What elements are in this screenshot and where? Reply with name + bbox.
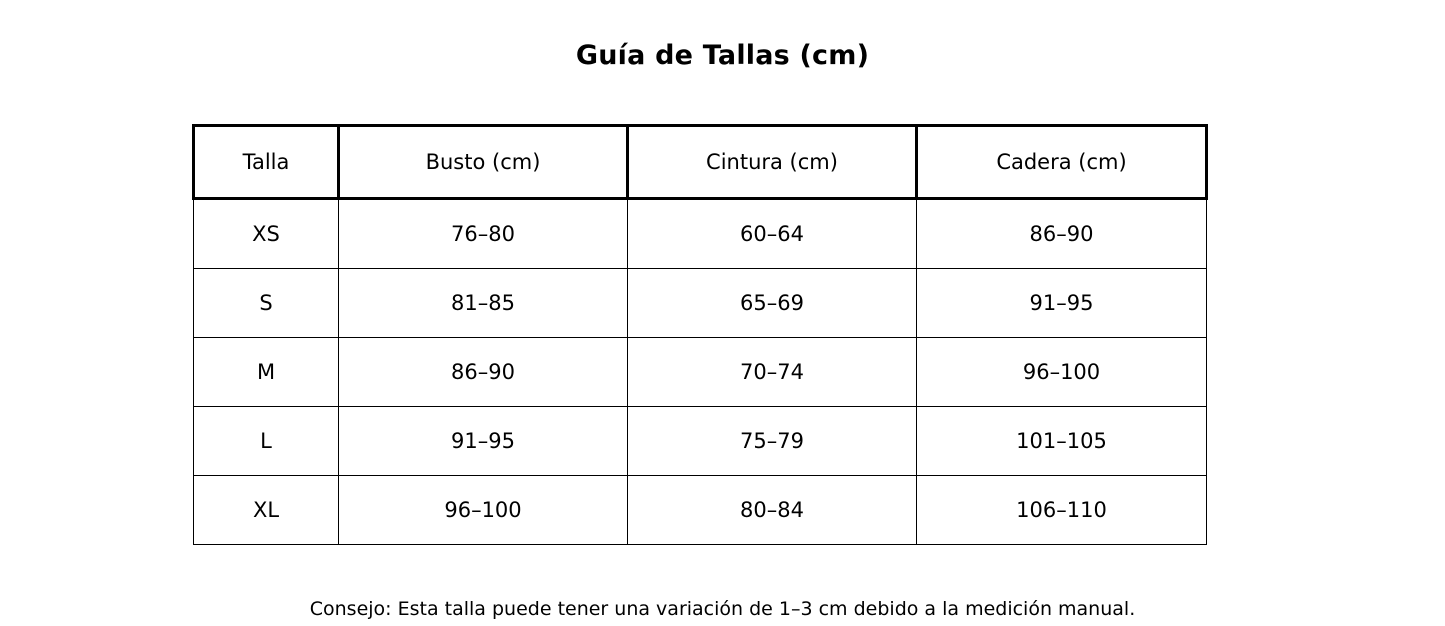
column-header-cadera: Cadera (cm) [915, 124, 1208, 200]
table-row: XL 96–100 80–84 106–110 [193, 475, 1207, 545]
size-guide-table: Talla Busto (cm) Cintura (cm) Cadera (cm… [192, 124, 1208, 545]
cell-cadera: 96–100 [916, 337, 1207, 407]
cell-talla: XL [193, 475, 339, 545]
cell-busto: 86–90 [338, 337, 628, 407]
cell-cadera: 86–90 [916, 198, 1207, 269]
cell-cintura: 65–69 [627, 268, 917, 338]
table-body: XS 76–80 60–64 86–90 S 81–85 65–69 91–95… [193, 198, 1207, 545]
cell-busto: 76–80 [338, 198, 628, 269]
page-title: Guía de Tallas (cm) [575, 40, 870, 71]
cell-talla: M [193, 337, 339, 407]
cell-cintura: 75–79 [627, 406, 917, 476]
cell-talla: L [193, 406, 339, 476]
cell-talla: S [193, 268, 339, 338]
cell-busto: 91–95 [338, 406, 628, 476]
cell-cintura: 80–84 [627, 475, 917, 545]
cell-cadera: 101–105 [916, 406, 1207, 476]
measurement-note: Consejo: Esta talla puede tener una vari… [309, 598, 1136, 620]
cell-busto: 81–85 [338, 268, 628, 338]
column-header-busto: Busto (cm) [337, 124, 628, 200]
column-header-talla: Talla [192, 124, 339, 200]
column-header-cintura: Cintura (cm) [626, 124, 917, 200]
cell-cintura: 70–74 [627, 337, 917, 407]
table-row: M 86–90 70–74 96–100 [193, 337, 1207, 407]
cell-busto: 96–100 [338, 475, 628, 545]
cell-cadera: 106–110 [916, 475, 1207, 545]
table-row: XS 76–80 60–64 86–90 [193, 198, 1207, 269]
table-header-row: Talla Busto (cm) Cintura (cm) Cadera (cm… [192, 124, 1208, 200]
table-header: Talla Busto (cm) Cintura (cm) Cadera (cm… [192, 124, 1208, 200]
cell-talla: XS [193, 198, 339, 269]
table-row: L 91–95 75–79 101–105 [193, 406, 1207, 476]
cell-cadera: 91–95 [916, 268, 1207, 338]
cell-cintura: 60–64 [627, 198, 917, 269]
table-row: S 81–85 65–69 91–95 [193, 268, 1207, 338]
